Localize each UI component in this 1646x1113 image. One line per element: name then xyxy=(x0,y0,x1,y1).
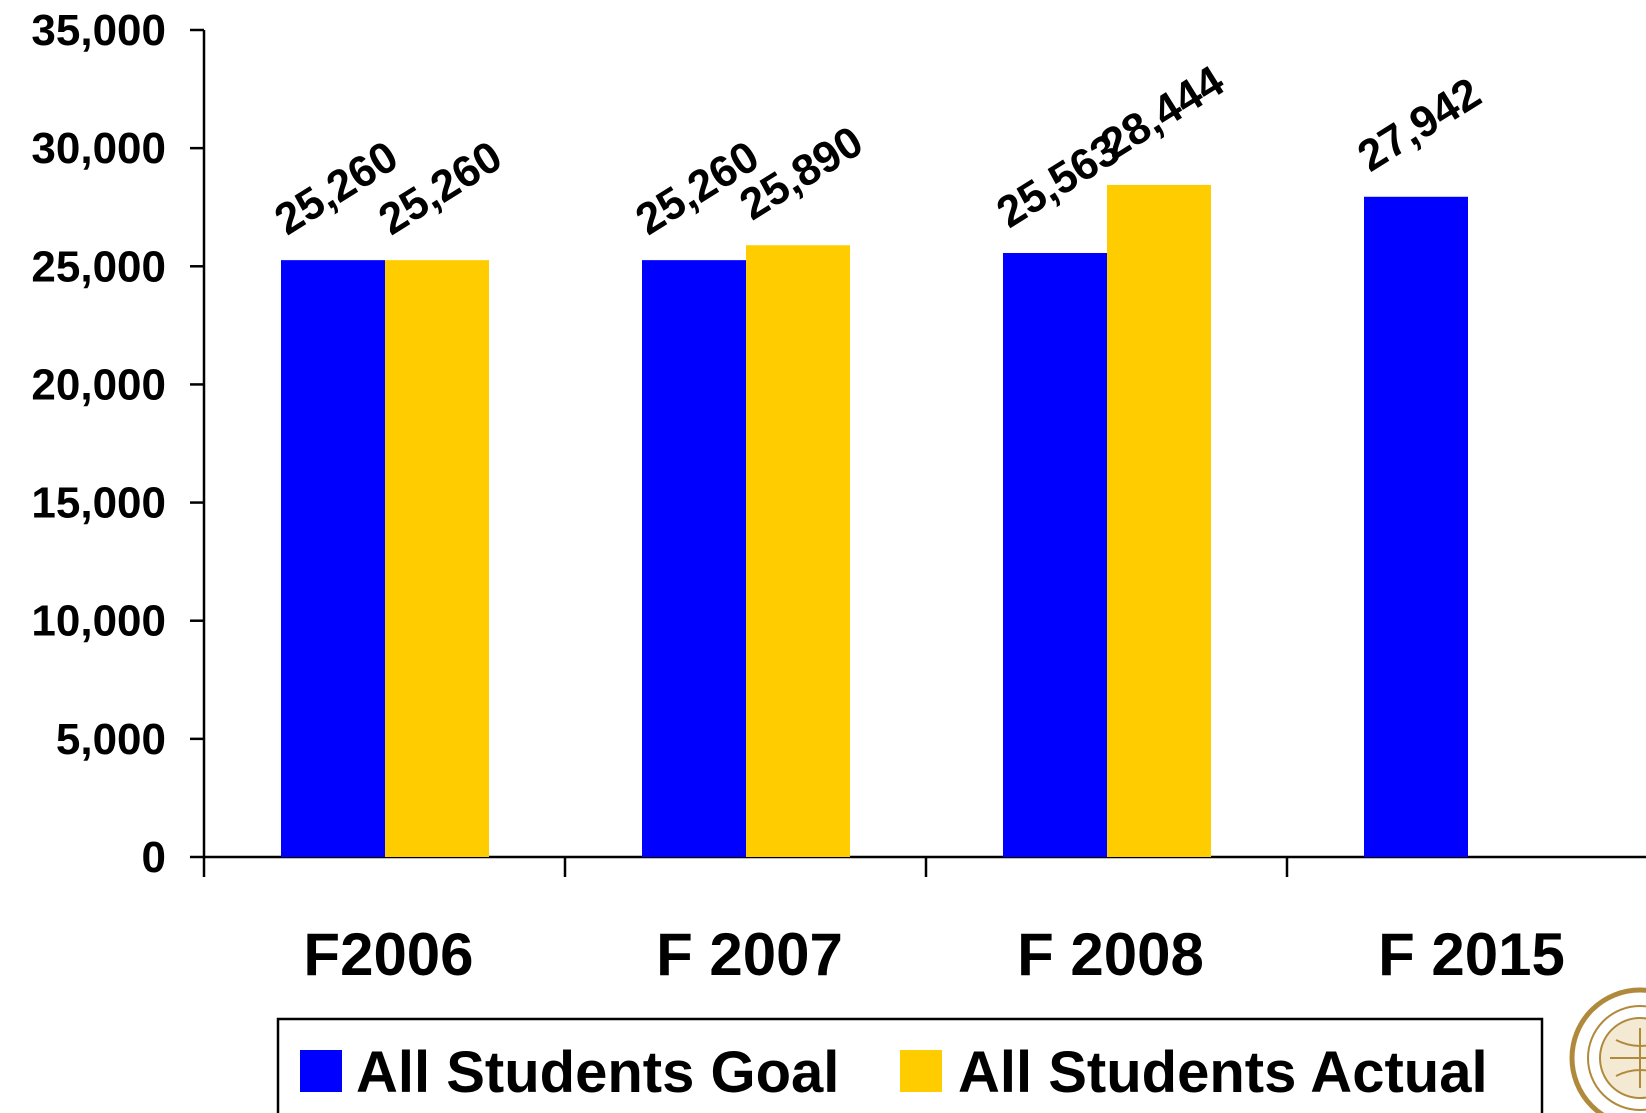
data-label: 27,942 xyxy=(1349,68,1489,181)
legend-label-actual: All Students Actual xyxy=(958,1040,1488,1105)
bar xyxy=(1107,184,1211,857)
legend-label-goal: All Students Goal xyxy=(356,1040,839,1105)
bar xyxy=(281,260,385,857)
x-tick-label: F 2015 xyxy=(1378,921,1565,988)
y-tick-label: 0 xyxy=(142,833,166,882)
legend-swatch-actual xyxy=(900,1050,942,1092)
y-tick-label: 10,000 xyxy=(31,597,166,646)
bar xyxy=(642,260,746,857)
university-seal-logo xyxy=(1569,987,1646,1113)
y-axis: 0 5,000 10,000 15,000 20,000 25,000 30,000 35,0… xyxy=(31,6,206,882)
bar xyxy=(1364,196,1468,858)
bar xyxy=(1003,252,1107,857)
bars xyxy=(281,184,1468,858)
y-tick-label: 20,000 xyxy=(31,360,166,409)
y-tick-label: 25,000 xyxy=(31,242,166,291)
x-axis: F2006 F 2007 F 2008 F 2015 xyxy=(202,855,1646,988)
data-label: 28,444 xyxy=(1092,56,1233,169)
x-tick-label: F 2008 xyxy=(1017,921,1204,988)
x-tick-label: F2006 xyxy=(303,921,473,988)
legend-swatch-goal xyxy=(300,1050,342,1092)
bar xyxy=(746,245,850,857)
y-tick-label: 5,000 xyxy=(56,715,166,764)
y-tick-label: 30,000 xyxy=(31,124,166,173)
legend: All Students Goal All Students Actual xyxy=(276,1017,1544,1113)
x-tick-label: F 2007 xyxy=(656,921,843,988)
y-tick-label: 15,000 xyxy=(31,479,166,528)
bar xyxy=(385,260,489,857)
y-tick-label: 35,000 xyxy=(31,6,166,55)
data-label: 25,260 xyxy=(370,132,510,245)
